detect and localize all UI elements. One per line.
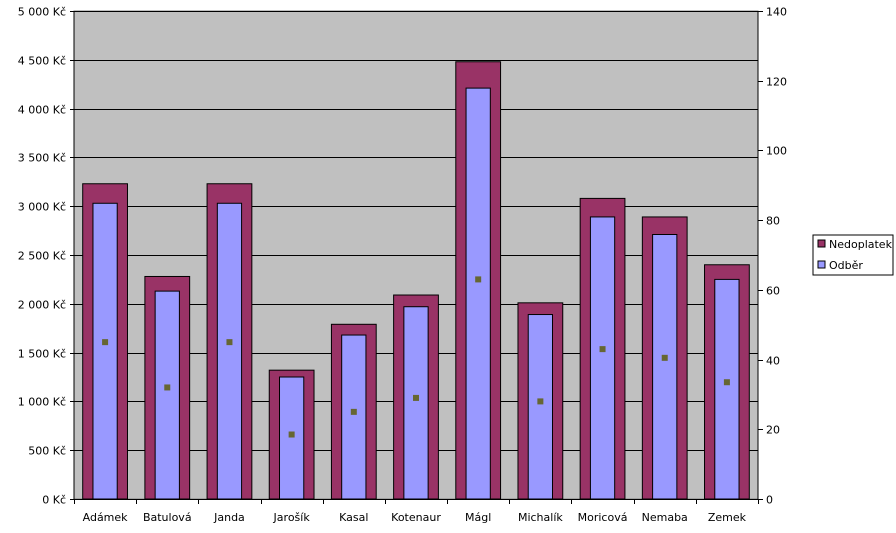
x-tick-label: Janda — [213, 511, 245, 524]
x-tick-label: Kasal — [339, 511, 368, 524]
point-marker — [537, 398, 544, 405]
bar-odber — [527, 314, 553, 500]
right-tick-label: 120 — [766, 76, 787, 89]
right-tick-label: 140 — [766, 6, 787, 19]
legend-swatch-nedoplatek — [817, 239, 826, 248]
right-tick-label: 20 — [766, 424, 780, 437]
bar-odber — [403, 306, 429, 500]
left-tick-label: 3 500 Kč — [18, 152, 66, 165]
left-tick-label: 2 500 Kč — [18, 250, 66, 263]
legend-swatch-odber — [817, 260, 826, 269]
point-marker — [413, 394, 419, 401]
legend-box — [812, 234, 894, 276]
x-axis: Adámek Batulová Janda Jarošík Kasal Kotenaur M… — [74, 499, 759, 524]
point-marker — [226, 339, 233, 346]
x-tick-label: Michalík — [518, 511, 563, 524]
left-axis: 0 Kč 500 Kč 1 000 Kč 1 500 Kč 2 000 Kč 2 500 … — [18, 6, 75, 507]
right-axis: 0 20 40 60 80 100 120 140 — [757, 6, 787, 507]
bar-odber — [589, 216, 616, 500]
point-marker — [102, 339, 109, 346]
bar-odber — [279, 376, 305, 500]
x-tick-label: Adámek — [83, 511, 129, 524]
point-marker — [164, 384, 171, 391]
left-tick-label: 1 500 Kč — [18, 348, 66, 361]
bar-odber — [92, 202, 118, 500]
bar-odber — [341, 334, 367, 500]
bar-odber — [216, 202, 243, 500]
left-tick-label: 0 Kč — [42, 494, 66, 507]
x-tick-label: Batulová — [143, 511, 192, 524]
right-tick-label: 100 — [766, 145, 787, 158]
point-marker — [288, 431, 295, 438]
point-marker — [475, 276, 482, 283]
point-markers — [102, 276, 730, 438]
right-tick-label: 40 — [766, 355, 780, 368]
x-tick-label: Zemek — [708, 511, 747, 524]
legend-label-nedoplatek: Nedoplatek — [829, 238, 893, 251]
point-marker — [350, 408, 357, 415]
right-tick-label: 0 — [766, 494, 773, 507]
x-tick-label: Jarošík — [273, 511, 311, 524]
legend-label-odber: Odběr — [829, 259, 863, 272]
bar-odber — [154, 290, 180, 500]
legend: Nedoplatek Odběr — [812, 234, 894, 276]
left-tick-label: 3 000 Kč — [18, 201, 66, 214]
point-marker — [661, 354, 668, 361]
left-tick-label: 1 000 Kč — [18, 396, 66, 409]
bar-odber — [465, 87, 491, 500]
left-tick-label: 5 000 Kč — [18, 6, 66, 19]
x-tick-label: Nemaba — [642, 511, 688, 524]
point-marker — [723, 379, 730, 386]
left-tick-label: 4 000 Kč — [18, 104, 66, 117]
x-tick-label: Kotenaur — [391, 511, 441, 524]
bar-odber — [652, 234, 678, 500]
left-tick-label: 4 500 Kč — [18, 55, 66, 68]
x-tick-label: Mágl — [465, 511, 491, 524]
x-tick-label: Moricová — [578, 511, 628, 524]
bar-odber — [714, 278, 740, 500]
left-tick-label: 500 Kč — [28, 445, 66, 458]
point-marker — [599, 346, 606, 353]
right-tick-label: 80 — [766, 215, 780, 228]
left-tick-label: 2 000 Kč — [18, 299, 66, 312]
right-tick-label: 60 — [766, 285, 780, 298]
